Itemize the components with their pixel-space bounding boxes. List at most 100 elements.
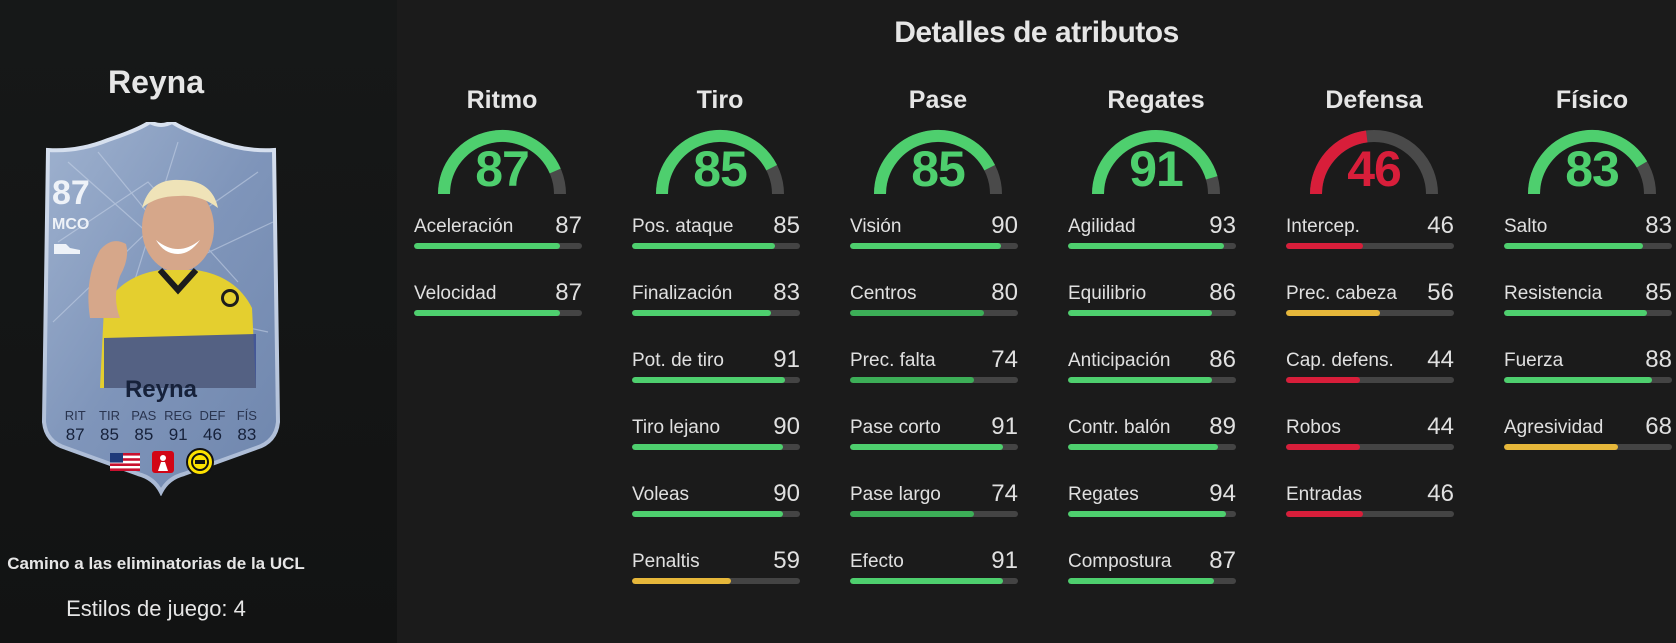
attribute-row: Regates 94 (1068, 480, 1236, 551)
attribute-row: Velocidad 87 (414, 279, 582, 350)
attribute-name: Compostura (1068, 551, 1172, 572)
attribute-bar-fill (632, 444, 784, 450)
attribute-bar (1286, 377, 1454, 383)
attribute-row: Centros 80 (850, 279, 1018, 350)
attribute-row: Pos. ataque 85 (632, 212, 800, 283)
card-stat-label: RIT (64, 408, 86, 423)
card-stat-value: 83 (237, 425, 257, 444)
attribute-row: Entradas 46 (1286, 480, 1454, 551)
card-stat-label: REG (164, 408, 193, 423)
attribute-row: Contr. balón 89 (1068, 413, 1236, 484)
attribute-bar-fill (1068, 310, 1213, 316)
attribute-name: Finalización (632, 283, 733, 304)
category-title: Físico (1555, 86, 1629, 114)
attribute-value: 85 (1645, 279, 1672, 306)
attribute-bar (1068, 243, 1236, 249)
attribute-name: Penaltis (632, 551, 700, 572)
attribute-bar-fill (414, 243, 561, 249)
attribute-row: Voleas 90 (632, 480, 800, 551)
attribute-row: Cap. defens. 44 (1286, 346, 1454, 417)
attribute-value: 74 (991, 346, 1018, 373)
attribute-row: Pot. de tiro 91 (632, 346, 800, 417)
attribute-value: 85 (773, 212, 800, 239)
attribute-bar-fill (1068, 243, 1225, 249)
attribute-name: Voleas (632, 484, 690, 505)
bundesliga-logo-icon (152, 451, 174, 473)
page-title: Detalles de atributos (894, 16, 1179, 49)
attribute-bar (850, 377, 1018, 383)
attribute-bar-fill (850, 310, 985, 316)
card-stat: PAS 85 (127, 408, 161, 445)
card-stat: FÍS 83 (230, 408, 264, 445)
attribute-bar (1068, 511, 1236, 517)
attribute-bar (414, 243, 582, 249)
attribute-bar-fill (632, 243, 775, 249)
attribute-bar (1504, 444, 1672, 450)
category-gauge: 87 (412, 118, 592, 198)
attribute-list: Salto 83 Resistencia 85 Fuerza 88 Agresividad 6… (1504, 212, 1672, 484)
attribute-row: Prec. cabeza 56 (1286, 279, 1454, 350)
attribute-name: Entradas (1286, 484, 1363, 505)
category-value: 85 (693, 141, 748, 197)
attribute-bar (1286, 444, 1454, 450)
attribute-value: 87 (555, 212, 582, 239)
card-stat-value: 91 (168, 425, 188, 444)
attribute-value: 59 (773, 547, 800, 574)
attribute-value: 46 (1427, 480, 1454, 507)
attribute-row: Agresividad 68 (1504, 413, 1672, 484)
attribute-name: Velocidad (414, 283, 497, 304)
attribute-bar (850, 511, 1018, 517)
card-overall-rating: 87 (52, 174, 90, 212)
card-stat-label: DEF (199, 408, 226, 423)
attribute-name: Pot. de tiro (632, 350, 724, 371)
attribute-name: Visión (850, 216, 902, 237)
attribute-bar (1068, 377, 1236, 383)
attribute-bar-fill (632, 511, 784, 517)
category-ritmo: Ritmo 87 Aceleración 87 Velocidad 87 (414, 86, 582, 350)
category-gauge: 46 (1284, 118, 1464, 198)
player-name-heading: Reyna (107, 64, 205, 100)
attribute-row: Resistencia 85 (1504, 279, 1672, 350)
attribute-row: Salto 83 (1504, 212, 1672, 283)
attribute-bar (1286, 310, 1454, 316)
attribute-bar (1068, 444, 1236, 450)
card-stat-value: 46 (203, 425, 222, 444)
attribute-bar-fill (1286, 243, 1364, 249)
attribute-value: 46 (1427, 212, 1454, 239)
attribute-value: 44 (1427, 346, 1454, 373)
attribute-bar (850, 444, 1018, 450)
attribute-bar (850, 243, 1018, 249)
attribute-bar (1504, 377, 1672, 383)
attribute-row: Aceleración 87 (414, 212, 582, 283)
attribute-bar-fill (1068, 511, 1226, 517)
attribute-bar-fill (1504, 310, 1647, 316)
attribute-bar (1068, 578, 1236, 584)
attribute-bar (850, 578, 1018, 584)
attribute-row: Robos 44 (1286, 413, 1454, 484)
card-stat-value: 87 (65, 425, 85, 444)
gauge-fill (1310, 130, 1368, 195)
attribute-value: 56 (1427, 279, 1454, 306)
attribute-bar-fill (414, 310, 561, 316)
card-stats-row: RIT 87 TIR 85 PAS 85 REG 91 DEF 46 FÍS 8… (58, 408, 264, 445)
attribute-bar-fill (1286, 377, 1360, 383)
attribute-value: 91 (991, 547, 1018, 574)
attribute-row: Anticipación 86 (1068, 346, 1236, 417)
attribute-list: Visión 90 Centros 80 Prec. falta 74 Pase corto… (850, 212, 1018, 618)
attribute-bar-fill (1504, 377, 1652, 383)
attribute-bar-fill (1068, 444, 1218, 450)
attribute-name: Pos. ataque (632, 216, 734, 237)
attribute-value: 87 (555, 279, 582, 306)
attribute-bar (632, 377, 800, 383)
attribute-value: 91 (991, 413, 1018, 440)
attribute-row: Prec. falta 74 (850, 346, 1018, 417)
attribute-row: Agilidad 93 (1068, 212, 1236, 283)
attribute-name: Efecto (850, 551, 904, 572)
attribute-value: 90 (773, 480, 800, 507)
card-stat-label: TIR (99, 408, 120, 423)
attribute-row: Finalización 83 (632, 279, 800, 350)
attribute-name: Contr. balón (1068, 417, 1171, 438)
attribute-bar (632, 511, 800, 517)
attribute-value: 74 (991, 480, 1018, 507)
category-value: 85 (911, 141, 966, 197)
